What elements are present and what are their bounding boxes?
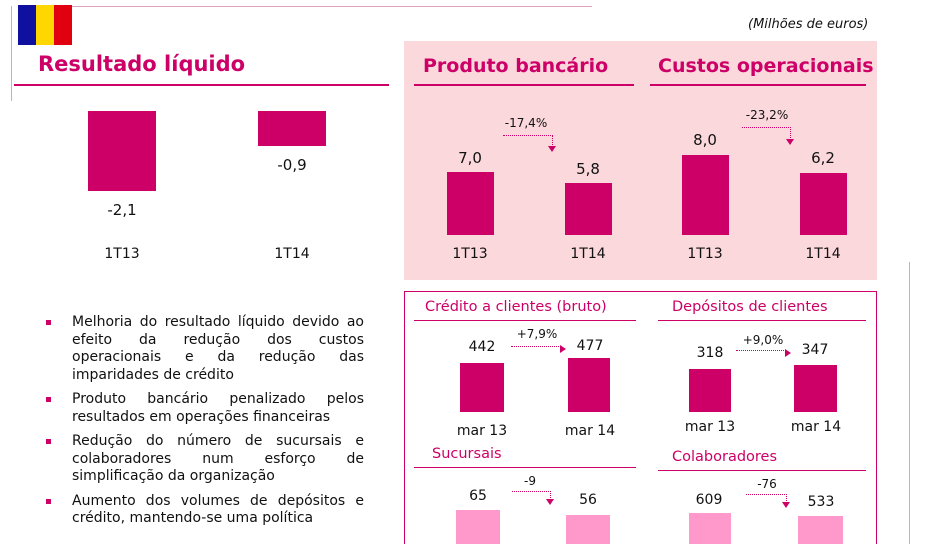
arrowhead-icon bbox=[785, 349, 791, 357]
change-arrow bbox=[512, 491, 551, 500]
bullet-text: Produto bancário penalizado pelos result… bbox=[72, 391, 364, 425]
category-label: 1T13 bbox=[452, 246, 488, 262]
change-label: +7,9% bbox=[516, 327, 558, 341]
chart-title-credito: Crédito a clientes (bruto) bbox=[425, 299, 607, 315]
right-divider bbox=[909, 262, 910, 544]
change-label: +9,0% bbox=[742, 333, 784, 347]
chart-title-depositos: Depósitos de clientes bbox=[672, 299, 828, 315]
bar-credito-mar13 bbox=[460, 363, 504, 412]
title-underline bbox=[14, 84, 389, 86]
title-underline bbox=[414, 84, 634, 86]
pink-panel bbox=[404, 41, 877, 280]
volumes-box bbox=[404, 291, 877, 544]
value-label: 477 bbox=[576, 338, 604, 354]
bar-resultado-1t13 bbox=[88, 111, 156, 191]
category-label: 1T14 bbox=[274, 246, 310, 262]
title-underline bbox=[650, 84, 866, 86]
bar-produto-1t14 bbox=[565, 183, 612, 235]
value-label: -2,1 bbox=[107, 201, 137, 219]
bullet-item: Produto bancário penalizado pelos result… bbox=[46, 391, 364, 426]
bar-resultado-1t14 bbox=[258, 111, 326, 146]
title-underline bbox=[658, 470, 866, 471]
bar-custos-1t13 bbox=[682, 155, 729, 235]
arrowhead-icon bbox=[546, 499, 554, 505]
category-label: 1T14 bbox=[570, 246, 606, 262]
arrowhead-icon bbox=[560, 345, 566, 353]
change-label: -17,4% bbox=[504, 116, 548, 130]
value-label: 533 bbox=[807, 494, 835, 510]
change-label: -23,2% bbox=[745, 108, 789, 122]
bar-depositos-mar14 bbox=[794, 365, 837, 412]
flag-red-stripe bbox=[54, 5, 72, 45]
flag-blue-stripe bbox=[18, 5, 36, 45]
bullet-item: Redução do número de sucursais e colabor… bbox=[46, 433, 364, 486]
value-label: 318 bbox=[696, 345, 724, 361]
chart-title-produto: Produto bancário bbox=[423, 55, 609, 77]
value-label: 6,2 bbox=[811, 149, 835, 167]
change-arrow bbox=[746, 494, 787, 503]
chart-title-colaboradores: Colaboradores bbox=[672, 449, 778, 465]
bullet-item: Melhoria do resultado líquido devido ao … bbox=[46, 314, 364, 384]
change-arrow bbox=[503, 135, 553, 147]
bar-custos-1t14 bbox=[800, 173, 847, 235]
category-label: 1T13 bbox=[687, 246, 723, 262]
value-label: -0,9 bbox=[277, 156, 307, 174]
category-label: 1T14 bbox=[805, 246, 841, 262]
left-divider bbox=[11, 6, 12, 101]
category-label: mar 14 bbox=[790, 419, 842, 435]
value-label: 7,0 bbox=[458, 149, 482, 167]
bar-colaboradores-mar13 bbox=[689, 513, 731, 544]
category-label: mar 14 bbox=[564, 423, 616, 439]
category-label: 1T13 bbox=[104, 246, 140, 262]
bar-depositos-mar13 bbox=[689, 369, 731, 412]
bar-credito-mar14 bbox=[568, 358, 610, 412]
arrowhead-icon bbox=[782, 502, 790, 508]
chart-title-custos: Custos operacionais bbox=[658, 55, 874, 77]
value-label: 442 bbox=[468, 339, 496, 355]
change-label: -76 bbox=[757, 477, 777, 491]
bullet-icon bbox=[46, 320, 51, 325]
top-divider bbox=[72, 6, 592, 7]
bullet-icon bbox=[46, 498, 51, 504]
bar-colaboradores-mar14 bbox=[798, 516, 843, 544]
bullet-list: Melhoria do resultado líquido devido ao … bbox=[46, 314, 364, 535]
bullet-icon bbox=[46, 397, 51, 402]
category-label: mar 13 bbox=[456, 423, 508, 439]
value-label: 56 bbox=[579, 492, 597, 508]
change-label: -9 bbox=[524, 474, 536, 488]
bullet-text: Redução do número de sucursais e colabor… bbox=[72, 433, 364, 484]
bar-sucursais-mar13 bbox=[456, 510, 500, 544]
category-label: mar 13 bbox=[684, 419, 736, 435]
title-underline bbox=[414, 320, 636, 321]
value-label: 8,0 bbox=[693, 131, 717, 149]
bullet-item: Aumento dos volumes de depósitos e crédi… bbox=[46, 493, 364, 528]
chart-title-sucursais: Sucursais bbox=[432, 446, 502, 462]
bar-sucursais-mar14 bbox=[566, 515, 610, 544]
bullet-text: Melhoria do resultado líquido devido ao … bbox=[72, 314, 364, 383]
chart-title-resultado: Resultado líquido bbox=[38, 52, 246, 76]
bar-produto-1t13 bbox=[447, 172, 494, 235]
change-arrow bbox=[736, 350, 786, 355]
arrowhead-icon bbox=[548, 146, 556, 152]
value-label: 609 bbox=[695, 492, 723, 508]
change-arrow bbox=[511, 346, 561, 351]
flag-yellow-stripe bbox=[36, 5, 54, 45]
value-label: 5,8 bbox=[576, 160, 600, 178]
bullet-icon bbox=[46, 439, 51, 444]
bullet-text: Aumento dos volumes de depósitos e crédi… bbox=[72, 492, 364, 527]
arrowhead-icon bbox=[786, 139, 794, 145]
title-underline bbox=[658, 320, 866, 321]
value-label: 65 bbox=[469, 488, 487, 504]
change-arrow bbox=[742, 127, 791, 140]
andorra-flag bbox=[18, 5, 72, 45]
unit-note: (Milhões de euros) bbox=[748, 17, 869, 32]
title-underline bbox=[414, 467, 636, 468]
value-label: 347 bbox=[801, 342, 829, 358]
